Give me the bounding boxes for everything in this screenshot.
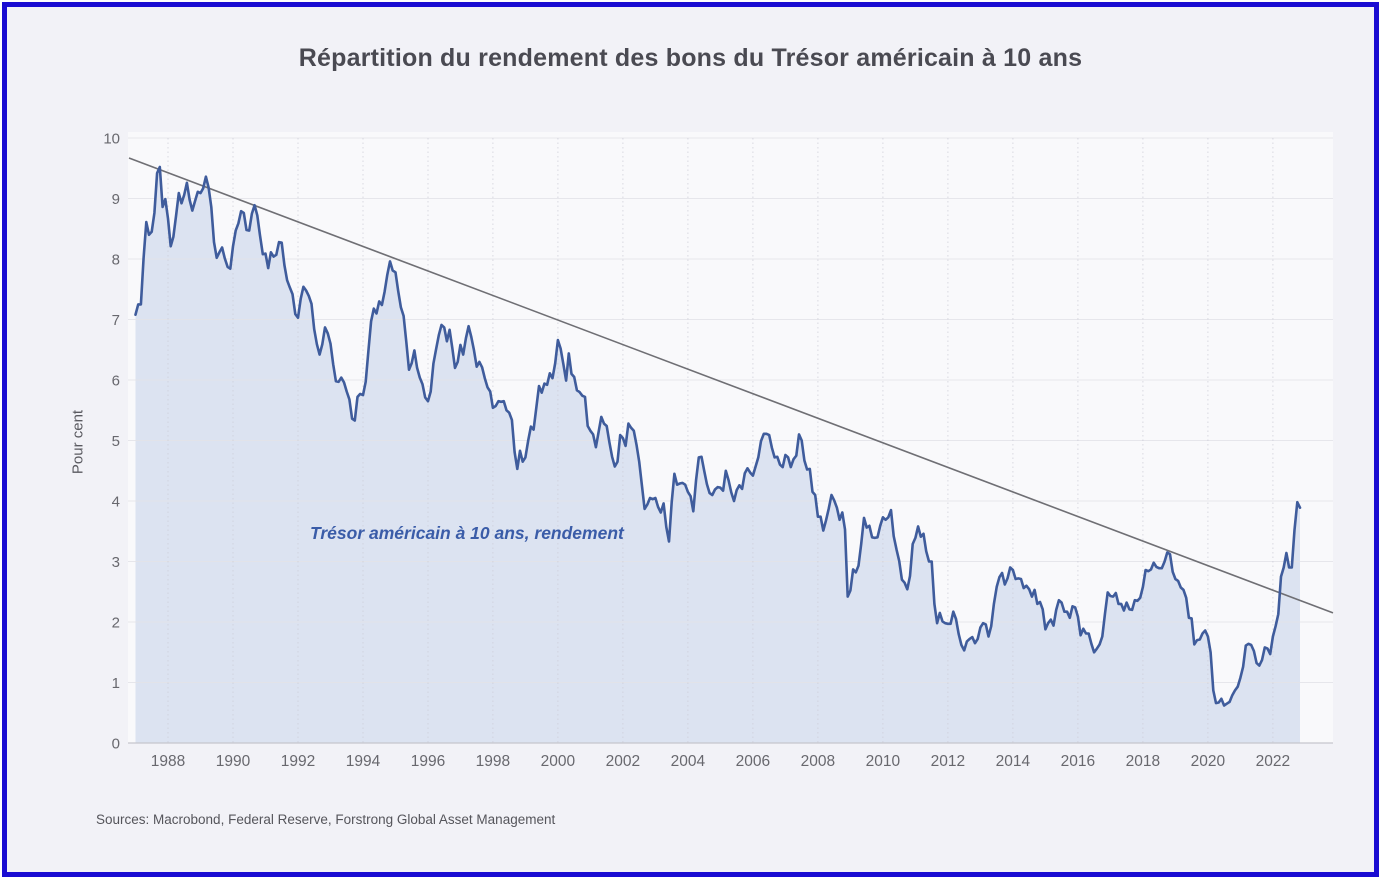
trend-line (128, 157, 1334, 614)
y-tick-label: 1 (112, 675, 120, 692)
x-tick-label: 2014 (996, 753, 1031, 770)
x-tick-label: 2006 (736, 753, 770, 770)
area-fill (135, 167, 1300, 743)
x-tick-label: 2008 (801, 753, 835, 770)
chart-title: Répartition du rendement des bons du Tré… (298, 44, 1083, 72)
yield-line (134, 165, 1302, 707)
y-tick-label: 4 (112, 494, 120, 511)
x-tick-label: 2022 (1256, 753, 1290, 770)
y-tick-label: 8 (112, 252, 120, 269)
y-tick-label: 10 (103, 131, 120, 148)
y-tick-label: 6 (112, 373, 120, 390)
y-tick-label: 3 (112, 554, 120, 571)
y-tick-label: 0 (112, 736, 120, 753)
x-tick-label: 1990 (216, 753, 251, 770)
x-tick-label: 2012 (931, 753, 965, 770)
y-tick-label: 9 (112, 191, 120, 208)
x-tick-label: 1994 (346, 753, 381, 770)
x-tick-label: 2018 (1126, 753, 1160, 770)
y-tick-label: 7 (112, 312, 120, 329)
y-tick-label: 2 (112, 615, 120, 632)
series-annotation: Trésor américain à 10 ans, rendement (310, 523, 624, 543)
x-tick-label: 2010 (866, 753, 901, 770)
x-tick-label: 2000 (541, 753, 576, 770)
x-tick-label: 1996 (411, 753, 445, 770)
x-tick-label: 2002 (606, 753, 640, 770)
x-tick-label: 1998 (476, 753, 510, 770)
x-tick-label: 2004 (671, 753, 706, 770)
y-tick-label: 5 (112, 433, 120, 450)
x-tick-label: 1992 (281, 753, 315, 770)
source-note: Sources: Macrobond, Federal Reserve, For… (96, 812, 556, 827)
y-axis-title: Pour cent (69, 409, 87, 475)
x-tick-label: 2020 (1191, 753, 1226, 770)
x-tick-label: 1988 (151, 753, 185, 770)
x-tick-label: 2016 (1061, 753, 1095, 770)
